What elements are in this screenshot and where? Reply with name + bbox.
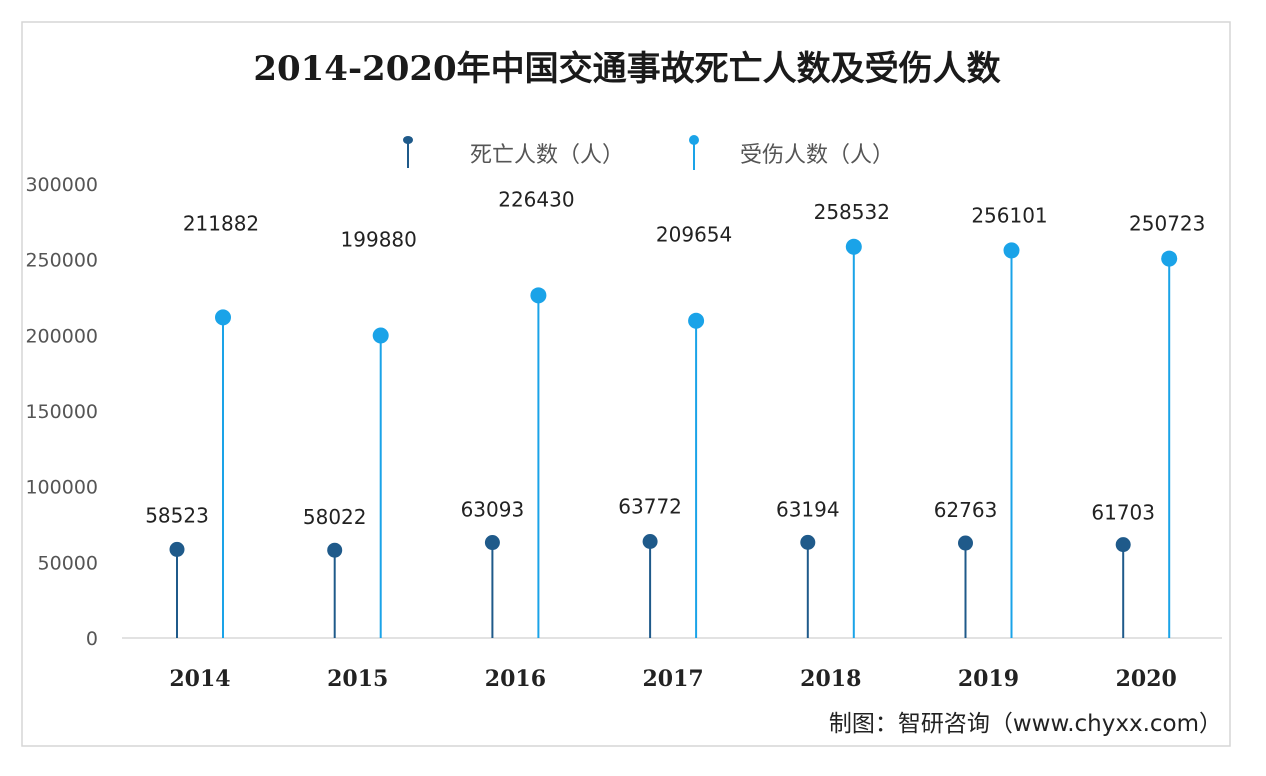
- x-tick-label: 2015: [327, 666, 388, 692]
- x-tick-label: 2019: [958, 666, 1019, 692]
- data-label-injuries: 256101: [971, 203, 1047, 227]
- data-label-injuries: 199880: [341, 228, 417, 252]
- point-deaths: [169, 541, 185, 557]
- x-tick-label: 2018: [800, 666, 861, 692]
- point-deaths: [958, 535, 973, 551]
- data-label-injuries: 209654: [656, 223, 732, 247]
- point-deaths: [484, 535, 500, 551]
- chart-title: 2014-2020年中国交通事故死亡人数及受伤人数: [253, 49, 1000, 89]
- data-label-deaths: 61703: [1091, 501, 1155, 525]
- point-injuries: [372, 327, 389, 344]
- y-tick-label: 50000: [38, 552, 98, 574]
- x-tick-label: 2014: [169, 666, 230, 692]
- point-deaths: [800, 534, 816, 550]
- data-label-deaths: 63093: [461, 498, 525, 522]
- point-deaths: [1115, 537, 1131, 553]
- data-label-deaths: 62763: [934, 498, 998, 522]
- legend-item-deaths: 死亡人数（人）: [403, 136, 624, 168]
- data-label-injuries: 211882: [183, 211, 259, 235]
- data-label-injuries: 226430: [498, 187, 574, 211]
- point-injuries: [1161, 250, 1178, 267]
- point-deaths: [642, 533, 658, 549]
- y-tick-label: 150000: [25, 401, 98, 423]
- point-deaths: [327, 542, 343, 558]
- legend-dot-deaths: [403, 136, 413, 144]
- legend: 死亡人数（人） 受伤人数（人）: [403, 135, 894, 170]
- x-tick-label: 2020: [1116, 666, 1177, 692]
- point-injuries: [1003, 242, 1020, 259]
- chart-source: 制图：智研咨询（www.chyxx.com）: [829, 711, 1222, 737]
- data-label-injuries: 250723: [1129, 212, 1205, 236]
- legend-item-injuries: 受伤人数（人）: [689, 135, 894, 170]
- x-tick-label: 2017: [642, 666, 703, 692]
- point-injuries: [215, 309, 231, 326]
- data-label-deaths: 58523: [145, 503, 209, 527]
- x-axis-ticks: 2014 2015 2016 2017 2018 2019 2020: [169, 666, 1176, 692]
- point-injuries: [688, 312, 705, 329]
- data-label-deaths: 58022: [303, 505, 367, 529]
- legend-dot-injuries: [689, 135, 699, 145]
- x-tick-label: 2016: [485, 666, 546, 692]
- data-label-deaths: 63772: [618, 494, 682, 518]
- legend-label-deaths: 死亡人数（人）: [470, 143, 624, 168]
- point-injuries: [530, 287, 547, 304]
- data-label-deaths: 63194: [776, 497, 840, 521]
- y-tick-label: 0: [86, 628, 98, 650]
- y-tick-label: 300000: [25, 174, 98, 196]
- legend-label-injuries: 受伤人数（人）: [740, 143, 894, 168]
- data-label-injuries: 258532: [814, 200, 890, 224]
- y-axis-ticks: 0 50000 100000 150000 200000 250000 300000: [25, 174, 98, 650]
- chart-frame: [21, 21, 1231, 747]
- y-tick-label: 250000: [25, 250, 98, 272]
- chart-marks: 58523 58022 63093 63772 63194 62763 61703 21188…: [145, 187, 1205, 638]
- y-tick-label: 100000: [25, 477, 98, 499]
- y-tick-label: 200000: [25, 325, 98, 347]
- point-injuries: [845, 238, 862, 255]
